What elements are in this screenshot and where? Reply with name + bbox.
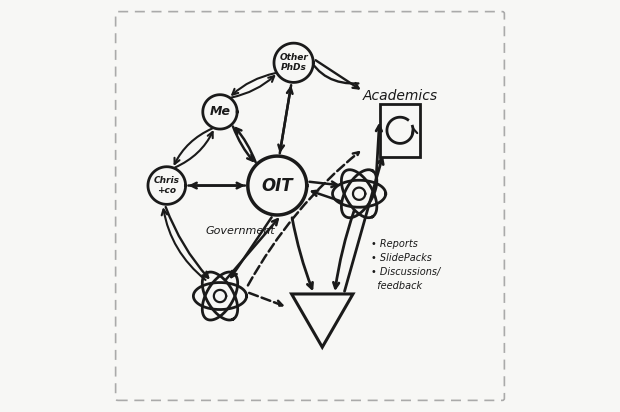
Polygon shape bbox=[148, 167, 185, 204]
Polygon shape bbox=[274, 43, 313, 82]
Text: OIT: OIT bbox=[262, 176, 293, 194]
Polygon shape bbox=[203, 95, 237, 129]
Text: Government: Government bbox=[206, 225, 275, 236]
Text: Academics: Academics bbox=[363, 89, 438, 103]
Polygon shape bbox=[214, 290, 226, 302]
Text: Other
PhDs: Other PhDs bbox=[279, 53, 308, 73]
Polygon shape bbox=[353, 187, 365, 200]
Polygon shape bbox=[248, 156, 307, 215]
Text: Chris
+co: Chris +co bbox=[154, 176, 180, 195]
Text: Me: Me bbox=[210, 105, 231, 118]
Text: • Reports
• SlidePacks
• Discussions/
  feedback: • Reports • SlidePacks • Discussions/ fe… bbox=[371, 239, 441, 291]
Bar bbox=[379, 104, 420, 157]
